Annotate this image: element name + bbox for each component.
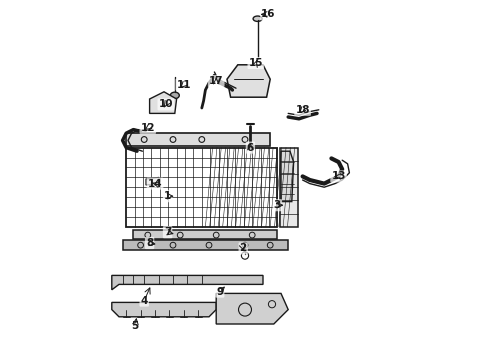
Text: 12: 12 [141, 123, 155, 133]
Bar [280, 148, 298, 227]
Bar [126, 133, 270, 146]
Polygon shape [281, 151, 294, 202]
Ellipse shape [171, 92, 179, 99]
Text: 3: 3 [274, 200, 281, 210]
Text: 15: 15 [248, 58, 263, 68]
Text: 2: 2 [240, 243, 247, 253]
Text: 13: 13 [331, 171, 346, 181]
Polygon shape [227, 65, 270, 97]
Ellipse shape [253, 16, 262, 22]
Text: 16: 16 [261, 9, 276, 19]
Polygon shape [149, 92, 176, 113]
Text: 8: 8 [146, 238, 153, 248]
Bar [122, 240, 288, 250]
Text: 10: 10 [159, 99, 173, 109]
Text: 5: 5 [132, 321, 139, 331]
Text: 9: 9 [216, 287, 223, 297]
Text: 4: 4 [141, 296, 148, 306]
Polygon shape [146, 177, 160, 185]
Text: 1: 1 [164, 191, 171, 201]
Bar [126, 148, 277, 227]
Text: 7: 7 [164, 227, 171, 237]
Polygon shape [112, 275, 263, 290]
Bar [133, 230, 277, 239]
Polygon shape [112, 302, 216, 317]
Text: 14: 14 [147, 179, 162, 189]
Text: 6: 6 [247, 143, 254, 153]
Polygon shape [216, 293, 288, 324]
Text: 17: 17 [209, 76, 223, 86]
Text: 18: 18 [295, 105, 310, 115]
Text: 11: 11 [176, 80, 191, 90]
